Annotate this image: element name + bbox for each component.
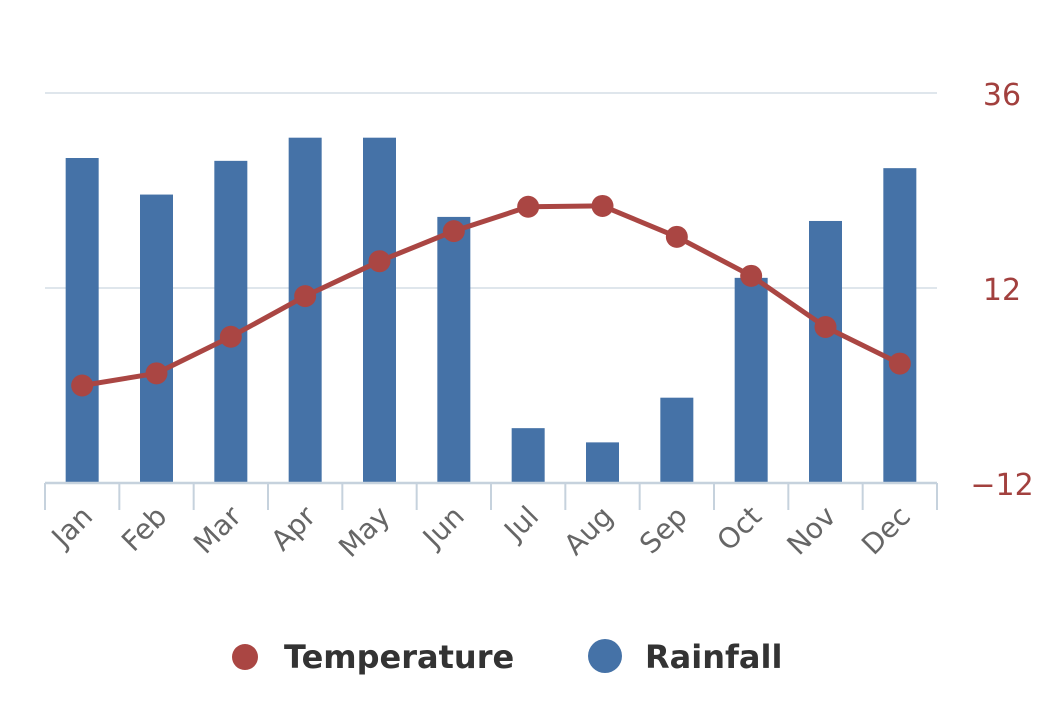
rainfall-bar-oct[interactable] [734, 277, 768, 483]
rainfall-bar-apr[interactable] [288, 137, 322, 483]
temperature-point-jul[interactable] [517, 195, 540, 218]
x-tick-label-jun: Jun [415, 500, 471, 556]
rainfall-bar-aug[interactable] [586, 442, 619, 483]
x-tick-label-oct: Oct [711, 500, 769, 558]
temperature-series-line [79, 203, 903, 388]
y-tick-label: −12 [970, 468, 1033, 503]
x-tick-label-aug: Aug [557, 500, 619, 562]
rainfall-bar-may[interactable] [363, 137, 396, 483]
legend-item-rainfall[interactable]: Rainfall [588, 638, 782, 676]
rainfall-legend-label: Rainfall [645, 638, 782, 676]
temperature-line [71, 194, 911, 397]
temperature-point-aug[interactable] [591, 194, 614, 217]
rainfall-bar-feb[interactable] [140, 194, 173, 483]
rainfall-bars [65, 137, 917, 483]
rainfall-bar-mar[interactable] [214, 160, 248, 483]
temperature-point-mar[interactable] [219, 325, 242, 348]
x-tick-label-mar: Mar [187, 499, 248, 560]
temperature-point-nov[interactable] [814, 316, 837, 338]
temperature-point-dec[interactable] [888, 352, 911, 375]
temperature-point-jan[interactable] [71, 374, 94, 397]
temperature-legend-marker [232, 644, 258, 670]
rainfall-bar-nov[interactable] [809, 220, 842, 483]
x-tick-label-apr: Apr [265, 499, 323, 557]
grid-lines [45, 92, 937, 289]
rainfall-bar-dec[interactable] [883, 168, 917, 483]
temperature-point-feb[interactable] [145, 362, 168, 385]
rainfall-legend-marker [588, 639, 622, 673]
rainfall-bar-jan[interactable] [65, 158, 99, 483]
x-tick-label-jul: Jul [496, 500, 545, 549]
x-tick-label-jan: Jan [44, 500, 99, 555]
x-tick-label-dec: Dec [855, 500, 917, 562]
rainfall-bar-jun[interactable] [437, 216, 471, 483]
right-y-axis: −12 12 36 [970, 78, 1033, 503]
x-tick-label-nov: Nov [780, 500, 842, 562]
temperature-point-jun[interactable] [442, 220, 465, 243]
temperature-point-oct[interactable] [740, 264, 763, 287]
x-axis: Jan Feb Mar Apr May Jun Jul Aug Sep Oct Nov Dec [44, 481, 938, 564]
rainfall-bar-jul[interactable] [511, 428, 545, 483]
y-tick-label: 12 [983, 273, 1021, 308]
legend-item-temperature[interactable]: Temperature [232, 638, 514, 676]
temperature-point-sep[interactable] [665, 225, 688, 248]
temperature-point-may[interactable] [368, 250, 391, 273]
rainfall-bar-sep[interactable] [660, 397, 694, 483]
x-tick-label-sep: Sep [633, 500, 694, 561]
temperature-point-apr[interactable] [294, 285, 317, 308]
y-tick-label: 36 [983, 78, 1021, 113]
temperature-legend-label: Temperature [284, 638, 514, 676]
x-tick-label-feb: Feb [115, 500, 173, 558]
legend[interactable]: Temperature Rainfall [232, 638, 782, 676]
